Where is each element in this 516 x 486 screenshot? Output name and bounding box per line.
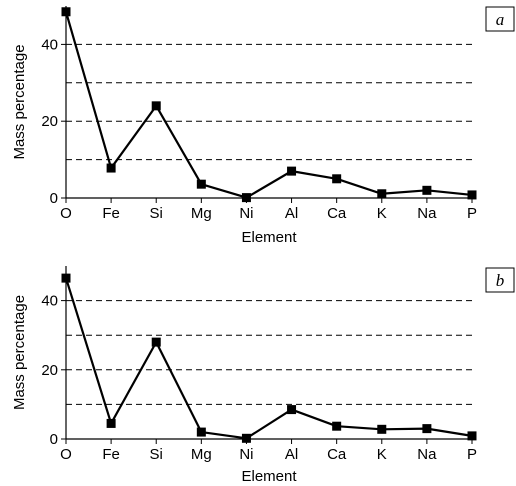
x-axis-label: Element bbox=[241, 468, 297, 485]
y-tick-label: 0 bbox=[50, 431, 58, 448]
data-point-p bbox=[467, 190, 477, 200]
data-point-ca bbox=[332, 174, 342, 184]
data-point-mg bbox=[196, 427, 206, 437]
panel-label-box bbox=[485, 6, 515, 32]
x-tick-label: Fe bbox=[102, 205, 120, 222]
data-point-o bbox=[61, 273, 71, 283]
data-point-na bbox=[422, 424, 432, 434]
data-point-mg bbox=[196, 179, 206, 189]
data-point-fe bbox=[106, 163, 116, 173]
x-tick-label: Ca bbox=[327, 205, 347, 222]
x-tick-label: Al bbox=[285, 446, 298, 463]
panel-label-box bbox=[485, 267, 515, 293]
data-point-k bbox=[377, 424, 387, 434]
x-tick-label: Fe bbox=[102, 446, 120, 463]
data-point-ni bbox=[241, 433, 251, 443]
y-axis-label: Mass percentage bbox=[11, 44, 28, 159]
panel-label: a bbox=[496, 10, 505, 29]
y-tick-label: 0 bbox=[50, 190, 58, 207]
x-tick-label: K bbox=[377, 446, 387, 463]
x-tick-label: Si bbox=[150, 205, 163, 222]
x-tick-label: Mg bbox=[191, 446, 212, 463]
x-tick-label: Ca bbox=[327, 446, 347, 463]
series-line bbox=[64, 11, 473, 199]
x-tick-label: P bbox=[467, 446, 477, 463]
series-line bbox=[64, 277, 473, 440]
x-tick-label: Ni bbox=[239, 446, 253, 463]
x-tick-label: P bbox=[467, 205, 477, 222]
data-point-si bbox=[151, 101, 161, 111]
x-tick-label: Na bbox=[417, 446, 437, 463]
x-tick-label: K bbox=[377, 205, 387, 222]
x-tick-label: Ni bbox=[239, 205, 253, 222]
x-tick-label: Al bbox=[285, 205, 298, 222]
data-point-ni bbox=[241, 193, 251, 203]
x-tick-label: Mg bbox=[191, 205, 212, 222]
y-tick-label: 40 bbox=[41, 36, 58, 53]
data-point-k bbox=[377, 189, 387, 199]
data-point-al bbox=[287, 166, 297, 176]
y-tick-label: 20 bbox=[41, 113, 58, 130]
data-point-fe bbox=[106, 418, 116, 428]
chart-panel-a: 0 20 40 O Fe Si Mg Ni Al Ca K Na P Element Mass percen… bbox=[11, 6, 515, 246]
x-tick-label: Si bbox=[150, 446, 163, 463]
panel-label: b bbox=[496, 271, 505, 290]
data-point-o bbox=[61, 7, 71, 17]
x-axis-label: Element bbox=[241, 229, 297, 246]
data-point-al bbox=[287, 405, 297, 415]
y-tick-label: 40 bbox=[41, 293, 58, 310]
y-tick-label: 20 bbox=[41, 362, 58, 379]
data-point-si bbox=[151, 337, 161, 347]
x-tick-label: O bbox=[60, 446, 72, 463]
data-point-na bbox=[422, 185, 432, 195]
chart-panel-b: 0 20 40 O Fe Si Mg Ni Al Ca K Na P Element Mass percen… bbox=[11, 266, 515, 485]
data-point-ca bbox=[332, 421, 342, 431]
data-point-p bbox=[467, 431, 477, 441]
x-tick-label: O bbox=[60, 205, 72, 222]
x-tick-label: Na bbox=[417, 205, 437, 222]
y-axis-label: Mass percentage bbox=[11, 295, 28, 410]
